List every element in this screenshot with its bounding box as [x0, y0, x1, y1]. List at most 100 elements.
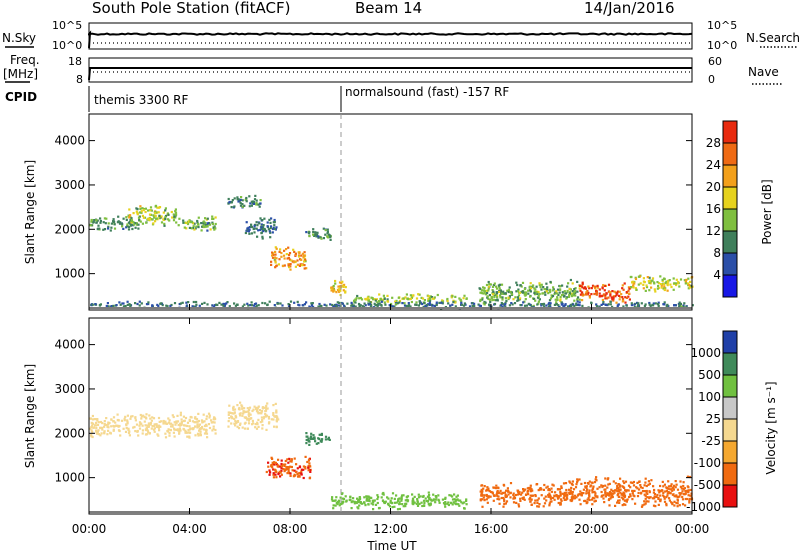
data-cell	[532, 284, 535, 287]
data-cell	[107, 429, 110, 432]
data-cell	[533, 297, 536, 300]
data-cell	[250, 200, 253, 203]
data-cell	[320, 237, 323, 240]
data-cell	[154, 214, 157, 218]
data-cell	[211, 217, 214, 220]
data-cell	[497, 486, 500, 489]
data-cell	[245, 196, 248, 200]
data-cell	[138, 424, 141, 427]
data-cell	[252, 304, 255, 307]
data-cell	[185, 227, 188, 230]
data-cell	[615, 293, 618, 296]
data-cell	[409, 297, 412, 300]
data-cell	[184, 429, 187, 432]
data-cell	[616, 292, 619, 295]
data-cell	[265, 404, 268, 407]
data-cell	[105, 417, 108, 420]
data-cell	[382, 294, 385, 297]
data-cell	[365, 495, 368, 498]
data-cell	[197, 419, 201, 423]
data-cell	[588, 494, 591, 497]
data-cell	[654, 500, 657, 503]
data-cell	[259, 217, 262, 220]
data-cell	[117, 215, 120, 218]
data-cell	[637, 275, 640, 278]
data-cell	[272, 253, 275, 256]
data-cell	[326, 230, 329, 233]
data-cell	[203, 424, 207, 428]
data-cell	[144, 210, 147, 214]
data-cell	[287, 263, 290, 266]
data-cell	[643, 304, 646, 308]
data-cell	[687, 494, 690, 497]
data-cell	[126, 300, 129, 303]
data-cell	[624, 301, 627, 304]
data-cell	[265, 414, 269, 417]
data-cell	[150, 213, 153, 216]
data-cell	[393, 505, 396, 508]
data-cell	[638, 488, 641, 491]
data-cell	[302, 465, 305, 468]
data-cell	[206, 222, 210, 225]
data-cell	[300, 472, 303, 475]
data-cell	[309, 435, 312, 439]
data-cell	[318, 305, 322, 308]
data-cell	[341, 497, 344, 500]
data-cell	[316, 231, 319, 234]
data-cell	[272, 412, 275, 415]
data-cell	[593, 500, 596, 503]
data-cell	[479, 298, 482, 301]
data-cell	[122, 217, 125, 220]
data-cell	[350, 507, 353, 510]
data-cell	[360, 298, 364, 301]
data-cell	[152, 424, 156, 428]
data-cell	[569, 491, 572, 494]
data-cell	[584, 485, 587, 488]
data-cell	[512, 298, 515, 301]
data-cell	[596, 286, 599, 289]
data-cell	[141, 429, 144, 432]
data-cell	[564, 292, 567, 295]
data-cell	[537, 497, 540, 500]
data-cell	[629, 493, 632, 496]
data-cell	[402, 494, 405, 497]
data-cell	[520, 493, 523, 496]
data-cell	[329, 238, 332, 241]
data-cell	[480, 292, 483, 295]
data-cell	[487, 280, 490, 284]
data-cell	[483, 287, 486, 290]
data-cell	[214, 432, 217, 435]
data-cell	[228, 404, 231, 407]
data-cell	[188, 435, 191, 438]
data-cell	[543, 497, 546, 500]
data-cell	[601, 485, 604, 489]
data-cell	[317, 305, 320, 308]
data-cell	[186, 421, 190, 424]
data-cell	[317, 442, 320, 445]
data-cell	[594, 287, 597, 290]
data-cell	[617, 294, 621, 297]
data-cell	[675, 494, 678, 497]
data-cell	[296, 473, 299, 476]
data-cell	[281, 304, 284, 307]
data-cell	[668, 499, 671, 502]
data-cell	[559, 501, 562, 504]
data-cell	[315, 235, 318, 238]
data-cell	[518, 291, 522, 294]
data-cell	[238, 406, 241, 410]
data-cell	[547, 292, 550, 295]
data-cell	[376, 494, 379, 497]
data-cell	[138, 211, 141, 214]
data-cell	[414, 303, 417, 306]
data-cell	[243, 407, 246, 410]
data-cell	[446, 299, 449, 303]
data-cell	[269, 227, 272, 230]
nsearch-tick-top: 10^5	[707, 19, 737, 32]
colorbar-segment	[723, 419, 737, 441]
data-cell	[371, 499, 374, 502]
data-cell	[290, 259, 293, 262]
data-cell	[302, 256, 305, 259]
data-cell	[502, 290, 505, 293]
colorbar-segment	[723, 397, 737, 419]
data-cell	[652, 302, 655, 305]
